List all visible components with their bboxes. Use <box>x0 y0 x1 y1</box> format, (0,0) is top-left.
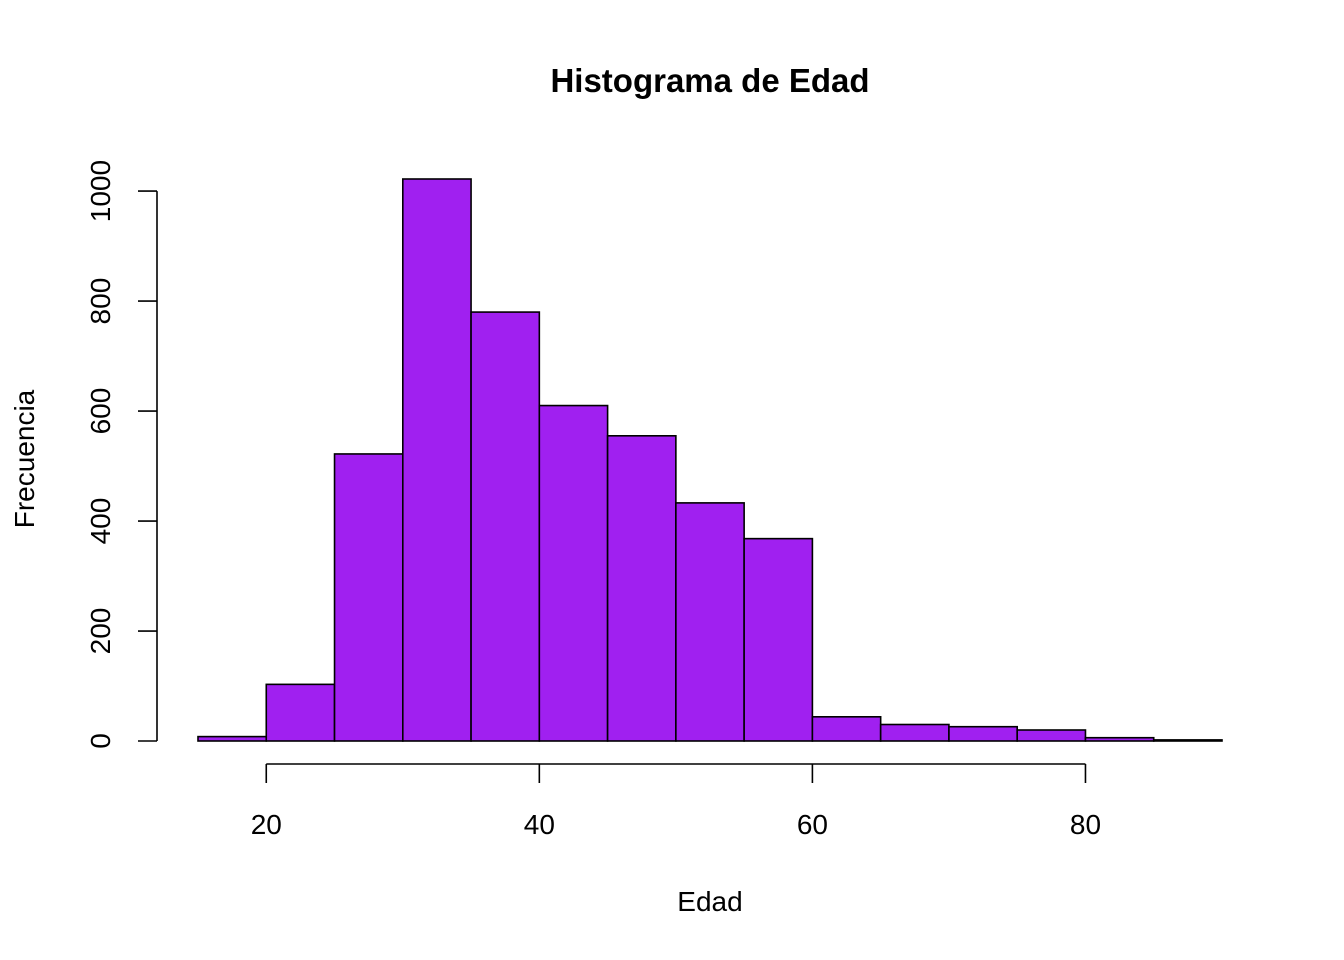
x-tick-label: 80 <box>1070 809 1101 840</box>
histogram-bar-80-85 <box>1084 736 1155 742</box>
y-tick-label: 0 <box>85 733 116 749</box>
x-tick-label: 60 <box>797 809 828 840</box>
y-tick-label: 200 <box>85 608 116 655</box>
x-tick-label: 20 <box>251 809 282 840</box>
chart-title: Histograma de Edad <box>550 62 869 99</box>
y-tick-label: 1000 <box>85 160 116 222</box>
histogram-bar-85-90 <box>1152 739 1223 742</box>
histogram-bar-40-45 <box>538 404 609 742</box>
histogram-bar-60-65 <box>811 716 882 742</box>
y-tick-label: 800 <box>85 278 116 325</box>
histogram-bar-25-30 <box>333 453 404 742</box>
histogram-bar-45-50 <box>606 435 677 742</box>
histogram-bar-50-55 <box>675 502 745 742</box>
histogram-bar-70-75 <box>948 725 1019 742</box>
histogram-bar-30-35 <box>401 178 472 742</box>
histogram-bar-65-70 <box>879 723 950 742</box>
y-axis: 0 200 400 600 800 1000 <box>85 160 158 749</box>
bars-group <box>197 178 1223 742</box>
y-axis-label: Frecuencia <box>9 389 40 528</box>
y-tick-label: 400 <box>85 498 116 545</box>
histogram-bar-20-25 <box>265 683 336 742</box>
histogram-bar-75-80 <box>1016 729 1087 742</box>
histogram-bar-55-60 <box>743 537 814 742</box>
x-tick-label: 40 <box>524 809 555 840</box>
y-tick-label: 600 <box>85 388 116 435</box>
x-axis-label: Edad <box>677 886 742 917</box>
x-axis: 20 40 60 80 <box>251 763 1101 840</box>
histogram-bar-35-40 <box>470 311 541 742</box>
histogram-bar-15-20 <box>197 735 268 742</box>
